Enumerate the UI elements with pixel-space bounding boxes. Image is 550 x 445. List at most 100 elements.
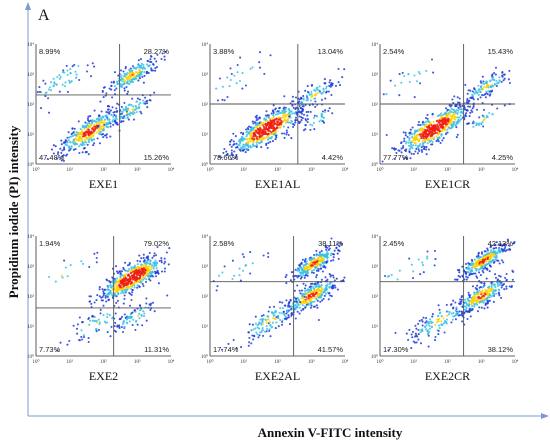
scatter-point: [327, 90, 330, 93]
scatter-point: [471, 285, 474, 288]
scatter-point: [305, 296, 308, 299]
scatter-point: [80, 335, 83, 338]
scatter-point: [258, 138, 261, 142]
scatter-point: [417, 322, 420, 325]
scatter-point: [313, 253, 316, 257]
scatter-point: [276, 120, 279, 123]
scatter-point: [433, 249, 437, 252]
scatter-point: [154, 69, 157, 72]
x-tick-label: 10⁴: [168, 359, 175, 365]
scatter-point: [252, 122, 255, 125]
scatter-point: [405, 157, 408, 160]
scatter-point: [291, 95, 294, 98]
scatter-point: [482, 108, 486, 111]
scatter-point: [480, 281, 483, 285]
scatter-point: [107, 293, 110, 296]
scatter-point: [385, 133, 388, 137]
scatter-point: [328, 84, 331, 88]
scatter-point: [140, 314, 143, 317]
scatter-point: [467, 89, 470, 92]
scatter-point: [126, 116, 129, 119]
scatter-point: [310, 90, 313, 93]
scatter-point: [122, 266, 125, 269]
scatter-point: [109, 335, 112, 338]
scatter-point: [128, 80, 131, 83]
scatter-point: [67, 131, 70, 134]
scatter-point: [285, 299, 288, 302]
scatter-point: [410, 347, 413, 350]
scatter-point: [115, 280, 118, 283]
scatter-point: [415, 327, 418, 330]
scatter-point: [137, 64, 140, 67]
scatter-point: [458, 268, 461, 272]
scatter-point: [285, 274, 288, 277]
scatter-point: [220, 156, 223, 159]
scatter-point: [459, 105, 462, 108]
scatter-point: [86, 122, 89, 125]
scatter-point: [287, 117, 290, 120]
scatter-point: [400, 147, 403, 150]
scatter-point: [309, 265, 312, 269]
scatter-point: [89, 75, 93, 78]
scatter-point: [55, 83, 58, 86]
scatter-point: [122, 278, 125, 281]
scatter-point: [157, 271, 160, 274]
scatter-point: [299, 263, 302, 266]
scatter-point: [296, 297, 299, 300]
scatter-point: [398, 269, 401, 272]
scatter-point: [476, 288, 479, 291]
scatter-point: [137, 280, 140, 283]
scatter-point: [302, 308, 305, 311]
scatter-point: [259, 318, 262, 321]
scatter-point: [304, 124, 307, 127]
scatter-point: [47, 111, 51, 114]
scatter-point: [105, 92, 108, 95]
scatter-point: [410, 152, 413, 155]
scatter-point: [75, 143, 78, 146]
scatter-point: [320, 291, 323, 294]
scatter-point: [458, 271, 461, 274]
quadrant-ul-percent: 2.45%: [383, 239, 405, 248]
scatter-point: [272, 312, 275, 315]
scatter-point: [395, 151, 398, 154]
scatter-point: [479, 274, 482, 277]
scatter-point: [241, 72, 244, 75]
scatter-point: [417, 140, 420, 143]
y-tick-label: 10⁴: [27, 42, 34, 48]
scatter-point: [300, 119, 303, 122]
scatter-point: [115, 107, 118, 110]
scatter-point: [270, 136, 273, 139]
scatter-point: [487, 294, 490, 297]
scatter-point: [112, 80, 115, 83]
scatter-point: [136, 284, 139, 287]
scatter-point: [115, 290, 118, 293]
scatter-point: [453, 95, 456, 98]
scatter-point: [149, 308, 152, 312]
scatter-point: [146, 255, 149, 258]
scatter-point: [75, 133, 78, 136]
scatter-point: [245, 128, 248, 131]
scatter-point: [480, 252, 484, 255]
scatter-point: [261, 319, 264, 322]
scatter-point: [413, 96, 416, 99]
scatter-point: [132, 270, 135, 273]
scatter-point: [482, 294, 485, 297]
scatter-point: [241, 149, 244, 152]
scatter-point: [290, 307, 293, 310]
scatter-point: [487, 252, 490, 255]
scatter-point: [321, 261, 325, 264]
scatter-point: [456, 111, 459, 115]
scatter-point: [133, 66, 136, 69]
scatter-point: [442, 126, 445, 129]
scatter-point: [130, 315, 133, 318]
scatter-point: [415, 147, 418, 150]
scatter-point: [102, 136, 105, 139]
scatter-point: [468, 274, 471, 277]
scatter-point: [91, 126, 94, 129]
scatter-point: [414, 130, 417, 133]
scatter-point: [402, 131, 405, 134]
scatter-point: [247, 132, 250, 135]
scatter-point: [255, 130, 258, 133]
scatter-point: [312, 305, 315, 308]
scatter-point: [505, 272, 508, 276]
